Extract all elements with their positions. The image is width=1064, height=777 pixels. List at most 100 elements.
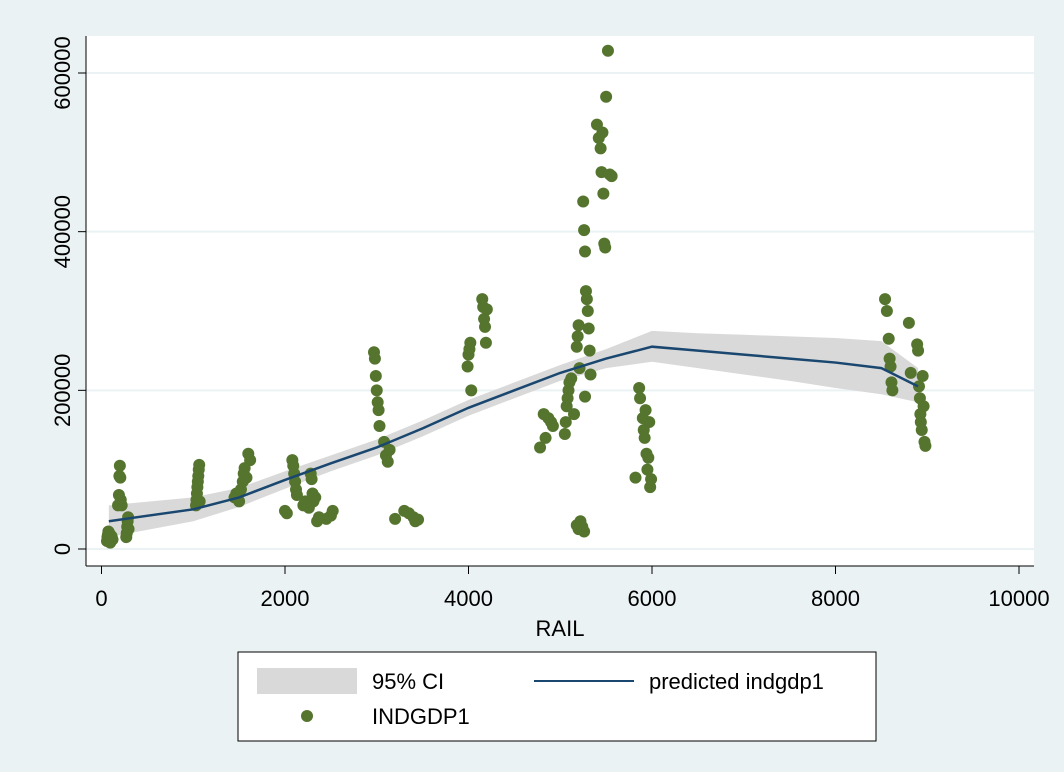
legend-label-ci: 95% CI — [372, 669, 444, 694]
fit-line — [108, 345, 919, 523]
fit-line-layer — [108, 345, 919, 523]
data-point-71 — [381, 455, 394, 468]
data-point-63 — [368, 352, 381, 365]
data-point-83 — [465, 384, 478, 397]
data-point-143 — [641, 463, 654, 476]
data-point-147 — [645, 473, 658, 486]
data-point-144 — [642, 451, 655, 464]
x-tick-label-0: 0 — [95, 586, 107, 611]
data-point-89 — [480, 303, 493, 316]
data-point-113 — [577, 195, 590, 208]
data-point-127 — [596, 126, 609, 139]
data-point-148 — [879, 293, 892, 306]
data-point-103 — [568, 408, 581, 421]
legend-swatch-ci-band — [257, 668, 357, 694]
data-point-131 — [600, 90, 613, 103]
x-tick-label-4: 8000 — [811, 586, 860, 611]
x-tick-label-3: 6000 — [628, 586, 677, 611]
data-point-64 — [369, 370, 382, 383]
points-layer — [101, 44, 932, 549]
data-point-42 — [280, 507, 293, 520]
y-tick-label-2: 400000 — [50, 195, 75, 268]
legend: 95% CI predicted indgdp1 INDGDP1 — [237, 651, 877, 742]
data-point-140 — [638, 431, 651, 444]
data-point-12 — [113, 459, 126, 472]
data-point-88 — [479, 336, 492, 349]
data-point-30 — [193, 495, 206, 508]
data-point-53 — [305, 473, 318, 486]
data-point-137 — [634, 392, 647, 405]
data-point-82 — [464, 336, 477, 349]
legend-label-points: INDGDP1 — [372, 704, 470, 729]
x-tick-label-2: 4000 — [444, 586, 493, 611]
data-point-106 — [572, 319, 585, 332]
data-point-112 — [578, 525, 591, 538]
data-point-152 — [884, 360, 897, 373]
data-point-13 — [114, 471, 127, 484]
data-point-68 — [373, 420, 386, 433]
data-point-21 — [122, 523, 135, 536]
data-point-150 — [882, 332, 895, 345]
data-point-149 — [880, 305, 893, 317]
data-point-8 — [106, 533, 119, 546]
data-point-61 — [326, 504, 339, 517]
x-tick-label-5: 10000 — [988, 586, 1049, 611]
data-point-97 — [559, 416, 572, 429]
data-point-158 — [912, 344, 925, 357]
data-point-130 — [599, 241, 612, 254]
data-point-141 — [639, 404, 652, 417]
data-point-132 — [601, 44, 614, 57]
data-point-134 — [605, 170, 618, 183]
data-point-155 — [902, 316, 915, 329]
data-point-96 — [558, 427, 571, 440]
data-point-135 — [629, 471, 642, 484]
data-point-156 — [904, 366, 917, 379]
data-point-163 — [915, 424, 928, 436]
y-tick-label-3: 600000 — [50, 36, 75, 109]
legend-label-fit: predicted indgdp1 — [649, 669, 824, 694]
legend-swatch-marker — [301, 710, 313, 722]
data-point-40 — [244, 454, 257, 467]
data-point-125 — [594, 142, 607, 155]
data-point-145 — [643, 416, 656, 429]
data-point-65 — [370, 384, 383, 397]
y-tick-label-0: 0 — [50, 543, 75, 555]
data-point-154 — [886, 384, 899, 397]
data-point-87 — [479, 320, 492, 333]
data-point-159 — [912, 380, 925, 393]
data-point-15 — [115, 499, 128, 512]
data-point-90 — [534, 441, 547, 454]
data-point-56 — [309, 491, 322, 504]
data-point-136 — [633, 381, 646, 394]
y-tick-label-1: 200000 — [50, 354, 75, 427]
data-point-102 — [565, 372, 578, 385]
data-point-105 — [571, 330, 584, 343]
data-point-119 — [582, 322, 595, 335]
data-point-48 — [290, 489, 303, 502]
ci-band-layer — [108, 330, 919, 538]
data-point-120 — [583, 344, 596, 357]
legend-box — [237, 651, 877, 742]
data-point-118 — [581, 305, 594, 317]
data-point-122 — [579, 390, 592, 403]
plot-area — [86, 36, 1034, 566]
data-point-128 — [597, 187, 610, 200]
data-point-72 — [383, 443, 396, 456]
data-point-38 — [240, 471, 253, 484]
x-tick-label-1: 2000 — [261, 586, 310, 611]
data-point-164 — [916, 370, 929, 383]
data-point-92 — [539, 431, 552, 444]
axes: 0 2000 4000 6000 8000 10000 0 200000 400000 60000… — [50, 36, 1050, 611]
data-point-104 — [570, 340, 583, 353]
data-point-121 — [584, 368, 597, 381]
data-point-79 — [461, 360, 474, 373]
data-point-78 — [412, 513, 425, 526]
data-point-95 — [546, 420, 559, 433]
data-point-29 — [193, 458, 206, 471]
data-point-115 — [579, 245, 592, 258]
data-point-167 — [919, 439, 932, 452]
x-axis-title: RAIL — [536, 616, 585, 641]
data-point-67 — [372, 404, 385, 417]
